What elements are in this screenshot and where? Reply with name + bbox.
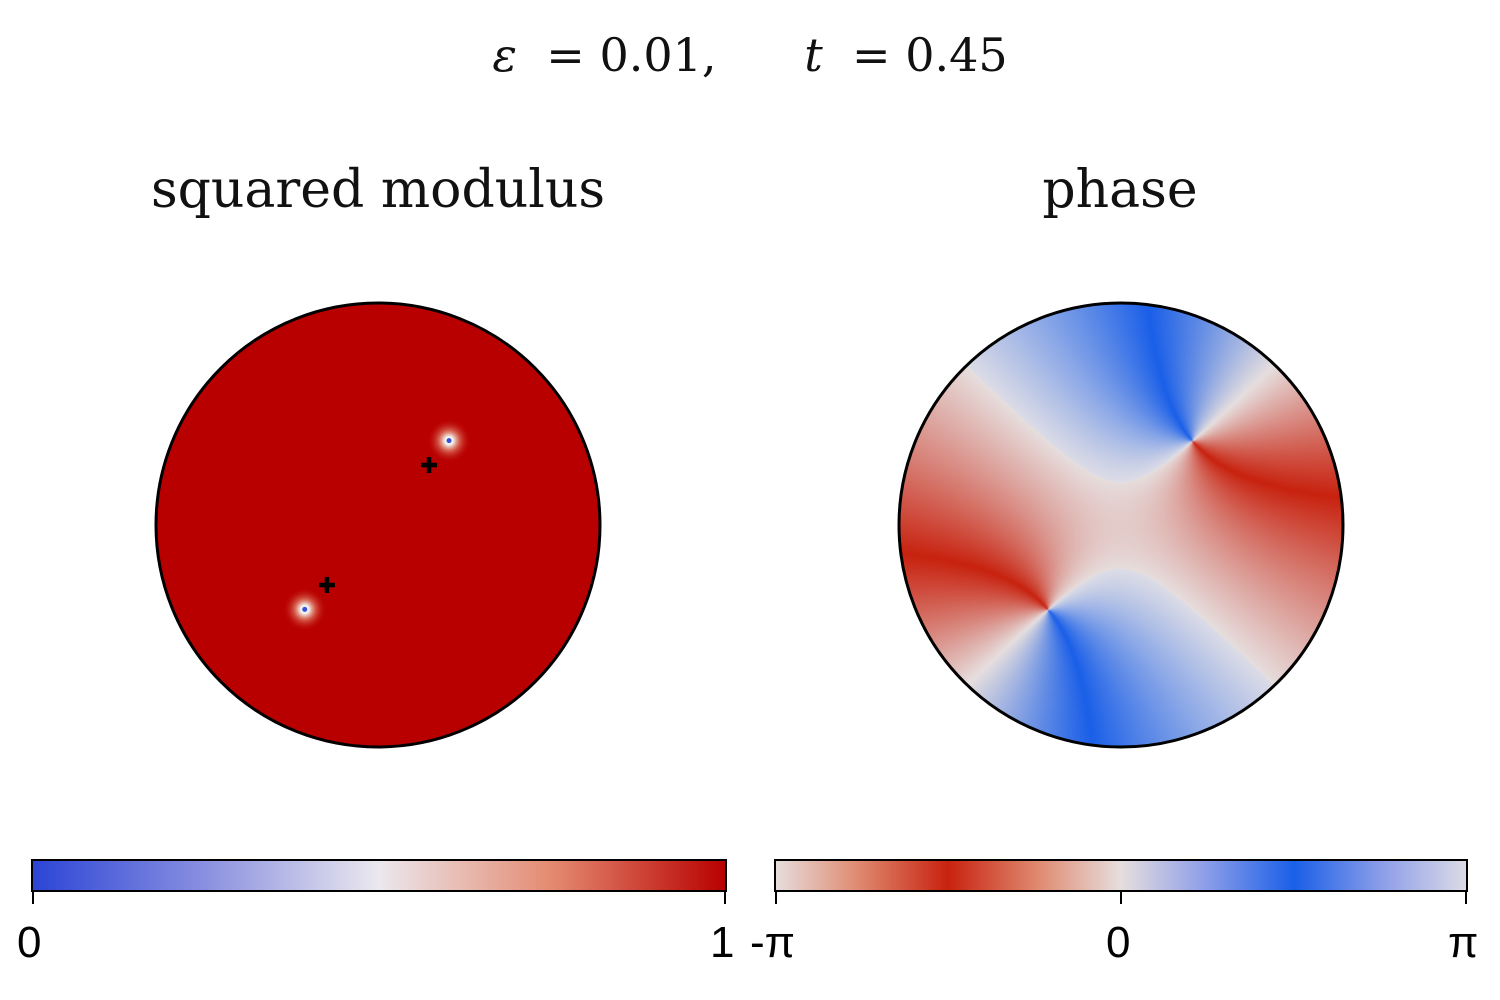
modulus-panel-title: squared modulus xyxy=(150,160,606,220)
phase-colorbar xyxy=(774,859,1468,904)
phase-heatmap xyxy=(897,301,1345,749)
plus-marker-1 xyxy=(318,576,335,593)
modulus-disk xyxy=(156,303,600,747)
plus-marker-0 xyxy=(421,457,438,474)
phase-tick-label-pi: π xyxy=(1448,918,1479,967)
phase-disk-border xyxy=(897,301,1345,749)
epsilon-value: 0.01, xyxy=(599,28,717,82)
time-value: 0.45 xyxy=(905,28,1008,82)
modulus-colorbar xyxy=(31,859,727,904)
figure-title: ε = 0.01, t = 0.45 xyxy=(492,28,1008,82)
modulus-tick-label-1: 1 xyxy=(710,918,735,967)
vortex-core-0 xyxy=(446,438,452,444)
phase-panel-title: phase xyxy=(1042,160,1198,220)
phase-tick-label-neg-pi: -π xyxy=(750,918,796,967)
phase-field xyxy=(899,303,1343,747)
modulus-heatmap xyxy=(154,301,602,749)
modulus-colorbar-bar xyxy=(31,859,727,892)
epsilon-symbol: ε xyxy=(492,28,518,82)
phase-colorbar-bar xyxy=(774,859,1468,892)
modulus-tick-label-0: 0 xyxy=(17,918,42,967)
vortex-core-1 xyxy=(302,606,308,612)
phase-tick-label-zero: 0 xyxy=(1106,918,1131,967)
time-symbol: t xyxy=(804,28,823,82)
modulus-disk-border xyxy=(154,301,602,749)
